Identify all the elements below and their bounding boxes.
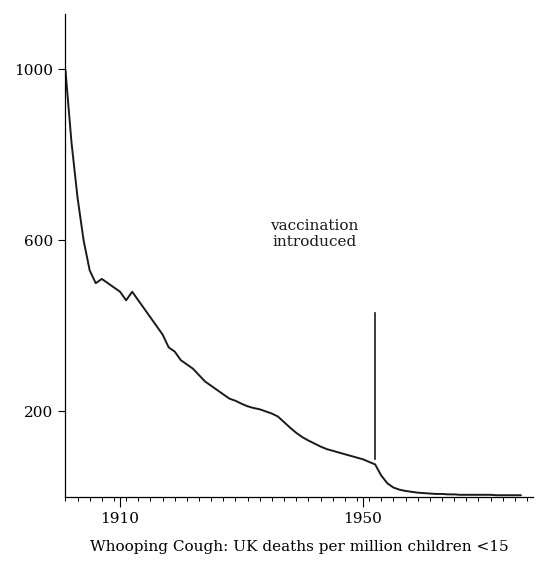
X-axis label: Whooping Cough: UK deaths per million children <15: Whooping Cough: UK deaths per million ch… (90, 540, 509, 554)
Text: vaccination
introduced: vaccination introduced (270, 219, 359, 249)
